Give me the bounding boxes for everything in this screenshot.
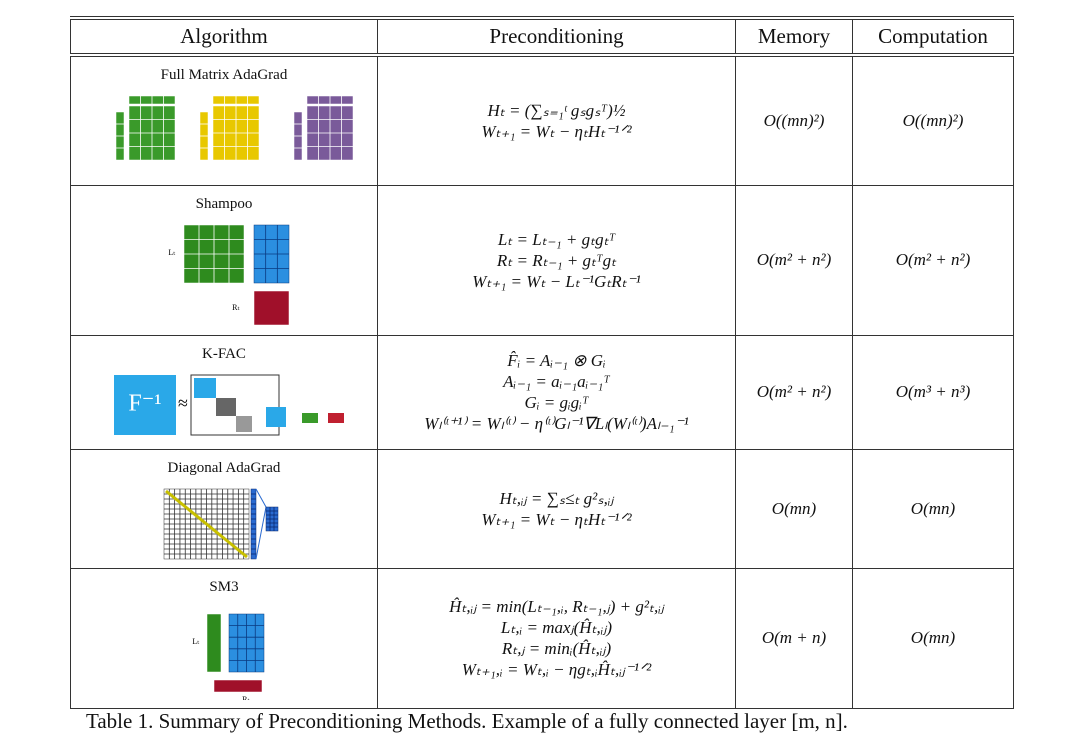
algorithm-name: K-FAC <box>202 345 246 362</box>
diagram-label: Lₜ <box>192 636 199 645</box>
matrix <box>253 290 290 325</box>
formula: Wₗ⁽ᵗ⁺¹⁾ = Wₗ⁽ᵗ⁾ − η⁽ᵗ⁾Gₗ⁻¹∇Lₗ(Wₗ⁽ᵗ⁾)Aₗ₋₁… <box>424 414 689 433</box>
header-cell: Algorithm <box>70 17 378 57</box>
algorithm-name: Diagonal AdaGrad <box>167 459 281 476</box>
header-cell: Memory <box>735 17 853 57</box>
diagram-label: Rₜ <box>242 694 250 699</box>
diagonal <box>165 489 248 558</box>
preconditioning-cell: Hₜ,ᵢⱼ = ∑ₛ≤ₜ g²ₛ,ᵢⱼ Wₜ₊₁ = Wₜ − ηₜHₜ⁻¹ᐟ² <box>377 448 736 569</box>
algorithm-name: Full Matrix AdaGrad <box>160 67 288 83</box>
algorithm-name: SM3 <box>209 578 239 595</box>
formula: Wₜ₊₁,ᵢ = Wₜ,ᵢ − ηgₜ,ᵢĤₜ,ᵢⱼ⁻¹ᐟ² <box>461 660 652 679</box>
table-wrap: Algorithm Preconditioning Memory Computatio… <box>70 16 1014 709</box>
formula: Wₜ₊₁ = Wₜ − Lₜ⁻¹GₜRₜ⁻¹ <box>472 271 641 291</box>
diagram-label: Rₜ <box>232 302 240 311</box>
matrix <box>206 613 222 672</box>
diagram-label: Lₜ <box>168 247 175 256</box>
algorithm-cell: Full Matrix AdaGrad <box>70 54 378 186</box>
formula: Rₜ = Rₜ₋₁ + gₜᵀgₜ <box>496 250 617 270</box>
table-row: K-FAC F⁻¹ ≈ F̂ᵢ = Aᵢ₋₁ ⊗ Gᵢ Aᵢ₋₁ = aᵢ₋₁aᵢ₋₁ᵀ… <box>70 334 1014 450</box>
caption: Table 1. Summary of Preconditioning Meth… <box>86 709 848 733</box>
algorithm-diagram <box>163 488 279 559</box>
formula: F̂ᵢ = Aᵢ₋₁ ⊗ Gᵢ <box>507 351 606 370</box>
algorithm-diagram <box>115 95 354 161</box>
formula: Rₜ,ⱼ = minᵢ(Ĥₜ,ᵢⱼ) <box>501 639 612 658</box>
matrix <box>216 397 236 416</box>
computation-cell: O(m³ + n³) <box>852 334 1014 450</box>
formula: Wₜ₊₁ = Wₜ − ηₜHₜ⁻¹ᐟ² <box>481 121 632 141</box>
table-row: Diagonal AdaGrad Hₜ,ᵢⱼ = ∑ₛ≤ₜ g²ₛ,ᵢⱼ Wₜ₊₁ … <box>70 448 1014 569</box>
connector <box>255 488 267 559</box>
computation-cell: O((mn)²) <box>852 54 1014 186</box>
computation-cell: O(m² + n²) <box>852 184 1014 336</box>
algorithm-diagram: Lₜ Rₜ <box>192 613 265 703</box>
matrix <box>213 679 263 692</box>
formula: Gᵢ = gᵢgᵢᵀ <box>524 393 589 412</box>
table-body: Full Matrix AdaGrad Hₜ = (∑ₛ₌₁ᵗ gₛgₛᵀ)½ Wₜ… <box>70 54 1014 709</box>
matrix <box>302 412 318 423</box>
matrix <box>266 406 286 427</box>
preconditioning-cell: Lₜ = Lₜ₋₁ + gₜgₜᵀ Rₜ = Rₜ₋₁ + gₜᵀgₜ Wₜ₊₁ =… <box>377 184 736 336</box>
algorithm-cell: Shampoo Lₜ Rₜ <box>70 184 378 336</box>
table-row: SM3 Lₜ Rₜ Ĥₜ,ᵢⱼ = min(Lₜ₋₁,ᵢ, Rₜ₋₁,ⱼ) + g²ₜ… <box>70 567 1014 709</box>
matrix <box>236 415 252 432</box>
formula: Wₜ₊₁ = Wₜ − ηₜHₜ⁻¹ᐟ² <box>481 509 632 529</box>
table-row: Shampoo Lₜ Rₜ Lₜ = Lₜ₋₁ + gₜgₜᵀ Rₜ = Rₜ₋₁ + … <box>70 184 1014 336</box>
algorithm-diagram: F⁻¹ ≈ <box>114 374 344 435</box>
computation-cell: O(mn) <box>852 567 1014 709</box>
header-row: Algorithm Preconditioning Memory Computatio… <box>70 17 1014 57</box>
diagram-label: ≈ <box>178 393 188 413</box>
computation-cell: O(mn) <box>852 448 1014 569</box>
table-row: Full Matrix AdaGrad Hₜ = (∑ₛ₌₁ᵗ gₛgₛᵀ)½ Wₜ… <box>70 54 1014 186</box>
formula: Ĥₜ,ᵢⱼ = min(Lₜ₋₁,ᵢ, Rₜ₋₁,ⱼ) + g²ₜ,ᵢⱼ <box>449 597 664 616</box>
algorithm-cell: SM3 Lₜ Rₜ <box>70 567 378 709</box>
header-cell: Preconditioning <box>377 17 736 57</box>
algorithm-cell: Diagonal AdaGrad <box>70 448 378 569</box>
formula: Lₜ = Lₜ₋₁ + gₜgₜᵀ <box>497 229 616 249</box>
formula: Hₜ = (∑ₛ₌₁ᵗ gₛgₛᵀ)½ <box>487 100 626 120</box>
algorithm-cell: K-FAC F⁻¹ ≈ <box>70 334 378 450</box>
algorithm-diagram: Lₜ Rₜ <box>168 224 290 325</box>
preconditioning-cell: F̂ᵢ = Aᵢ₋₁ ⊗ Gᵢ Aᵢ₋₁ = aᵢ₋₁aᵢ₋₁ᵀ Gᵢ = gᵢgᵢ… <box>377 334 736 450</box>
diagram-label: F⁻¹ <box>128 390 161 416</box>
matrix <box>194 377 216 398</box>
memory-cell: O(m + n) <box>735 567 853 709</box>
memory-cell: O(m² + n²) <box>735 334 853 450</box>
header-cell: Computation <box>852 17 1014 57</box>
formula: Hₜ,ᵢⱼ = ∑ₛ≤ₜ g²ₛ,ᵢⱼ <box>499 488 614 508</box>
matrix <box>114 374 176 435</box>
memory-cell: O(m² + n²) <box>735 184 853 336</box>
memory-cell: O(mn) <box>735 448 853 569</box>
table: Algorithm Preconditioning Memory Computatio… <box>70 16 1014 709</box>
formula: Lₜ,ᵢ = maxⱼ(Ĥₜ,ᵢⱼ) <box>500 618 613 637</box>
formula: Aᵢ₋₁ = aᵢ₋₁aᵢ₋₁ᵀ <box>503 372 610 391</box>
matrix <box>328 412 344 423</box>
memory-cell: O((mn)²) <box>735 54 853 186</box>
preconditioning-cell: Hₜ = (∑ₛ₌₁ᵗ gₛgₛᵀ)½ Wₜ₊₁ = Wₜ − ηₜHₜ⁻¹ᐟ² <box>377 54 736 186</box>
preconditioning-cell: Ĥₜ,ᵢⱼ = min(Lₜ₋₁,ᵢ, Rₜ₋₁,ⱼ) + g²ₜ,ᵢⱼ Lₜ,ᵢ… <box>377 567 736 709</box>
algorithm-name: Shampoo <box>195 195 253 212</box>
